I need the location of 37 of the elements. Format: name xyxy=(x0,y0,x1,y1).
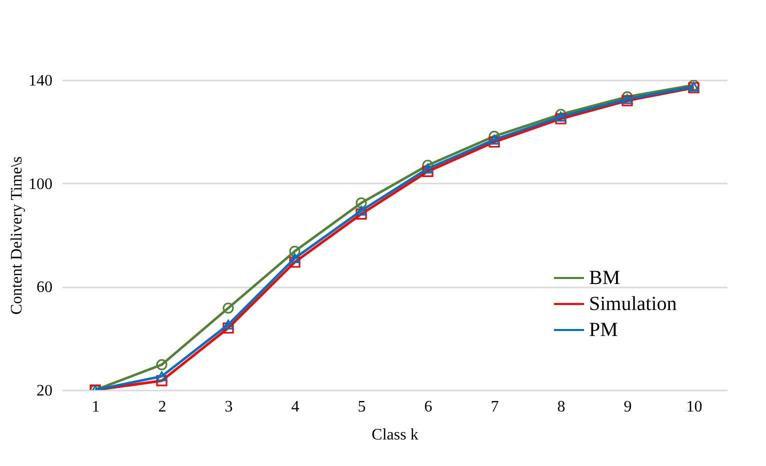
x-axis-title: Class k xyxy=(372,426,418,444)
point xyxy=(422,166,434,177)
point xyxy=(289,253,300,264)
x-tick-label: 3 xyxy=(224,398,233,416)
point xyxy=(222,302,234,314)
y-tick-label: 60 xyxy=(36,279,52,296)
point xyxy=(356,208,367,220)
x-tick-label: 5 xyxy=(358,398,366,416)
point xyxy=(156,359,168,370)
x-tick-label: 4 xyxy=(291,398,300,416)
point xyxy=(222,320,234,330)
y-tick-label: 100 xyxy=(28,176,52,193)
point xyxy=(488,134,500,145)
legend-label: PM xyxy=(589,319,618,341)
point xyxy=(422,164,434,174)
x-tick-label: 1 xyxy=(92,398,100,416)
legend-label: Simulation xyxy=(589,293,677,315)
x-tick-label: 8 xyxy=(557,398,566,416)
x-tick-label: 9 xyxy=(624,398,632,416)
point xyxy=(156,371,168,382)
point xyxy=(289,256,300,268)
point xyxy=(555,112,566,122)
y-tick-label: 20 xyxy=(36,382,52,400)
x-tick-label: 7 xyxy=(490,398,499,416)
point xyxy=(488,136,500,148)
x-tick-label: 2 xyxy=(158,398,166,416)
point xyxy=(555,113,566,124)
point xyxy=(289,246,300,257)
legend-label: BM xyxy=(589,267,620,289)
y-axis-title: Content Delivery Time\s xyxy=(8,156,26,315)
x-tick-label: 6 xyxy=(424,398,432,416)
y-tick-label: 140 xyxy=(28,72,52,90)
point xyxy=(356,206,367,216)
point xyxy=(222,322,234,334)
point xyxy=(356,197,367,208)
x-tick-label: 10 xyxy=(686,398,702,416)
point xyxy=(156,375,168,386)
